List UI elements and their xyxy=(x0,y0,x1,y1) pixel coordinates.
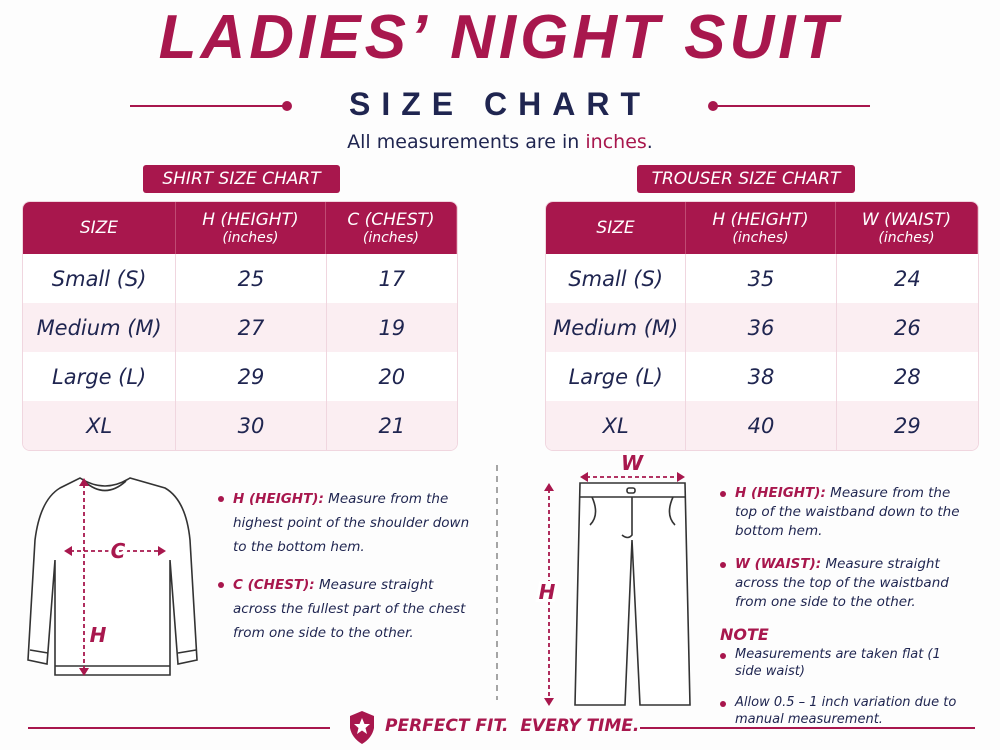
table-cell: Small (S) xyxy=(23,254,177,303)
table-cell: Large (L) xyxy=(546,352,687,401)
header-unit: (inches) xyxy=(222,230,279,246)
header-cell: H (HEIGHT) (inches) xyxy=(175,202,326,254)
trouser-table: SIZE H (HEIGHT) (inches) W (WAIST) (inches) S… xyxy=(545,201,979,451)
subtitle: SIZE CHART xyxy=(349,86,651,122)
note-title: NOTE xyxy=(720,625,769,644)
table-cell: Medium (M) xyxy=(546,303,687,352)
table-row: Small (S) 35 24 xyxy=(546,254,978,303)
header-label: W (WAIST) xyxy=(861,210,952,230)
header-cell: W (WAIST) (inches) xyxy=(835,202,978,254)
header-cell: SIZE xyxy=(546,202,687,254)
note-item: Measurements are taken flat (1 side wais… xyxy=(720,646,970,680)
guide-item: H (HEIGHT): Measure from the highest poi… xyxy=(218,487,473,559)
guide-term: H (HEIGHT): xyxy=(735,485,826,501)
header-label: C (CHEST) xyxy=(347,210,435,230)
guide-term: W (WAIST): xyxy=(735,556,822,572)
guide-text: Measure straight across the top of the w… xyxy=(735,556,949,610)
note-item: Allow 0.5 – 1 inch variation due to manu… xyxy=(720,694,970,728)
table-cell: 17 xyxy=(378,266,406,291)
note-end: . xyxy=(646,131,653,153)
header-label: H (HEIGHT) xyxy=(202,210,299,230)
table-cell: 35 xyxy=(686,254,837,303)
table-title: TROUSER SIZE CHART xyxy=(637,165,855,193)
table-cell: 27 xyxy=(176,303,327,352)
guide-item: W (WAIST): Measure straight across the t… xyxy=(720,555,970,612)
guide-term: C (CHEST): xyxy=(233,577,315,593)
table-title: SHIRT SIZE CHART xyxy=(143,165,340,193)
height-label: H xyxy=(90,623,107,647)
table-row: Large (L) 29 20 xyxy=(23,352,457,401)
guide-text: Measure straight across the fullest part… xyxy=(233,577,466,641)
table-cell: 21 xyxy=(378,413,406,438)
guide-item: H (HEIGHT): Measure from the top of the … xyxy=(720,484,970,541)
table-row: Medium (M) 27 19 xyxy=(23,303,457,352)
table-cell: 24 xyxy=(893,266,921,291)
table-cell: Large (L) xyxy=(23,352,177,401)
shirt-guide: H (HEIGHT): Measure from the highest poi… xyxy=(218,487,473,659)
table-cell: XL xyxy=(23,401,177,450)
guide-term: H (HEIGHT): xyxy=(233,491,324,507)
trouser-guide: H (HEIGHT): Measure from the top of the … xyxy=(720,484,970,742)
table-cell: Small (S) xyxy=(546,254,687,303)
header-unit: (inches) xyxy=(732,230,789,246)
table-cell: 29 xyxy=(893,413,921,438)
table-cell: Medium (M) xyxy=(23,303,177,352)
guide-item: C (CHEST): Measure straight across the f… xyxy=(218,573,473,645)
header-label: SIZE xyxy=(79,218,119,238)
table-row: Small (S) 25 17 xyxy=(23,254,457,303)
header-unit: (inches) xyxy=(878,230,935,246)
table-row: XL 30 21 xyxy=(23,401,457,450)
header-cell: H (HEIGHT) (inches) xyxy=(686,202,836,254)
table-cell: 26 xyxy=(893,315,921,340)
header-row: SIZE H (HEIGHT) (inches) W (WAIST) (inches) xyxy=(546,202,978,254)
note-unit: inches xyxy=(585,131,647,153)
table-row: Large (L) 38 28 xyxy=(546,352,978,401)
shirt-table: SIZE H (HEIGHT) (inches) C (CHEST) (inches) S… xyxy=(22,201,458,451)
header-label: H (HEIGHT) xyxy=(712,210,809,230)
table-cell: 20 xyxy=(378,364,406,389)
units-note: All measurements are in inches. xyxy=(0,131,1000,153)
table-cell: 30 xyxy=(176,401,327,450)
table-cell: XL xyxy=(546,401,687,450)
header-label: SIZE xyxy=(596,218,635,238)
table-cell: 36 xyxy=(686,303,837,352)
guide-text: Measure from the highest point of the sh… xyxy=(233,491,470,555)
header-row: SIZE H (HEIGHT) (inches) C (CHEST) (inches) xyxy=(23,202,457,254)
table-row: XL 40 29 xyxy=(546,401,978,450)
header-cell: C (CHEST) (inches) xyxy=(325,202,457,254)
guide-text: Measure from the top of the waistband do… xyxy=(735,485,960,539)
footer: PERFECT FIT. EVERY TIME. xyxy=(385,716,640,736)
chest-label: C xyxy=(111,539,126,563)
table-cell: 28 xyxy=(893,364,921,389)
table-cell: 25 xyxy=(176,254,327,303)
height-label: H xyxy=(539,580,556,604)
table-cell: 29 xyxy=(176,352,327,401)
header-cell: SIZE xyxy=(23,202,176,254)
table-row: Medium (M) 36 26 xyxy=(546,303,978,352)
title: LADIES’ NIGHT SUIT xyxy=(158,3,842,72)
table-cell: 38 xyxy=(686,352,837,401)
waist-label: W xyxy=(621,451,644,475)
header-unit: (inches) xyxy=(362,230,420,246)
table-cell: 40 xyxy=(686,401,837,450)
table-cell: 19 xyxy=(378,315,406,340)
note-text: All measurements are in xyxy=(347,131,580,153)
